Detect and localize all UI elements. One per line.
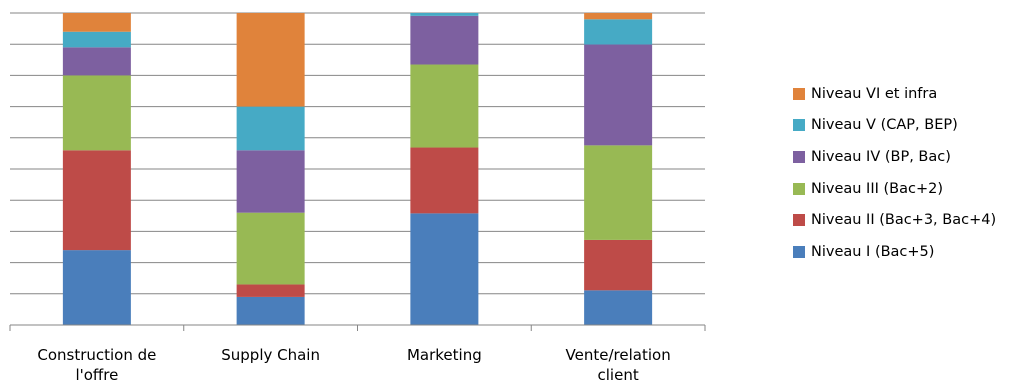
legend-label: Niveau III (Bac+2) [811,180,943,197]
legend-swatch [793,87,805,100]
category-labels: Construction de l'offre Supply Chain Market… [37,346,670,384]
legend-label: Niveau II (Bac+3, Bac+4) [811,212,997,229]
bar-segment [584,19,653,45]
legend-item: Niveau III (Bac+2) [793,173,1033,205]
bar-segment [410,147,479,214]
bar-segment [410,13,479,16]
bar-segment [62,31,131,48]
legend-swatch [793,150,805,163]
bar-segment [410,15,479,65]
legend-swatch [793,245,805,258]
legend-item: Niveau II (Bac+3, Bac+4) [793,204,1033,236]
legend-item: Niveau IV (BP, Bac) [793,141,1033,173]
legend-item: Niveau V (CAP, BEP) [793,110,1033,142]
legend-swatch [793,214,805,227]
legend-label: Niveau V (CAP, BEP) [811,117,958,134]
bar-segment [62,13,131,32]
bar-segment [62,150,131,251]
bars [62,13,653,325]
bar-segment [62,250,131,325]
legend-swatch [793,119,805,132]
category-label: Marketing [407,346,482,364]
legend: Niveau VI et infra Niveau V (CAP, BEP) Niv… [793,78,1033,268]
bar-segment [584,290,653,325]
bar-segment [584,145,653,240]
legend-swatch [793,182,805,195]
bar-segment [410,64,479,148]
legend-label: Niveau VI et infra [811,85,938,102]
bar-segment [584,44,653,146]
category-label: Vente/relation client [566,346,671,384]
bar-segment [584,239,653,291]
x-axis [9,324,706,331]
legend-label: Niveau IV (BP, Bac) [811,148,951,165]
legend-item: Niveau VI et infra [793,78,1033,110]
bar-segment [236,13,305,107]
bar-segment [410,213,479,325]
bar-segment [62,75,131,151]
legend-label: Niveau I (Bac+5) [811,243,935,260]
bar-segment [236,106,305,151]
category-label: Supply Chain [221,346,320,364]
bar-segment [584,13,653,20]
bar-segment [236,150,305,213]
category-label: Construction de l'offre [37,346,156,384]
bar-segment [236,212,305,285]
bar-segment [236,284,305,297]
bar-segment [236,296,305,325]
legend-item: Niveau I (Bac+5) [793,236,1033,268]
bar-segment [62,47,131,76]
